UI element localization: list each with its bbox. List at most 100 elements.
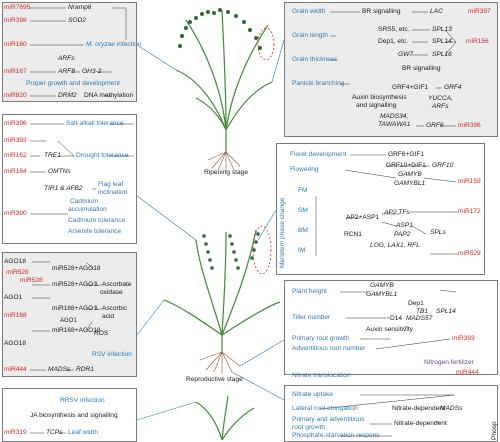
process-label: oxidase bbox=[100, 290, 123, 297]
mirna-label: miR159 bbox=[458, 179, 481, 186]
trait-label: inclination bbox=[98, 190, 127, 197]
gene-label: SPLs bbox=[430, 230, 446, 237]
process-label: DNA methylation bbox=[84, 93, 133, 100]
mirna-label: miR390 bbox=[4, 211, 27, 218]
process-label: and signalling bbox=[356, 103, 396, 110]
gene-label: MADSs bbox=[440, 406, 462, 413]
gene-label: SPL16 bbox=[432, 52, 452, 59]
process-label: acid bbox=[102, 314, 114, 321]
gene-label: AGO18 bbox=[4, 341, 26, 348]
mirna-label: miR172 bbox=[458, 209, 481, 216]
meristem-stage: BM bbox=[298, 228, 308, 235]
mirna-label: miR160 bbox=[4, 42, 27, 49]
trait-label: root growth bbox=[292, 425, 325, 432]
gene-label: GRF4 bbox=[444, 85, 462, 92]
gene-label: GH3-2 bbox=[82, 69, 101, 76]
gene-label: TAWAWA1 bbox=[378, 122, 410, 129]
mirna-label: miR393 bbox=[4, 138, 27, 145]
mirna-label: miR7695 bbox=[4, 5, 30, 12]
trait-label: Drought tolerance bbox=[76, 153, 128, 160]
gene-label: GAMYBL1 bbox=[366, 292, 397, 299]
mirna-label: miR528 bbox=[6, 270, 29, 277]
complex-label: AP2+ASP1 bbox=[346, 215, 379, 222]
trait-label: Grain length bbox=[292, 33, 328, 40]
trait-label: Cadmium bbox=[70, 199, 98, 206]
trait-label: Grain thickness bbox=[292, 57, 337, 64]
trait-label: Primary root growth bbox=[292, 336, 350, 343]
gene-label: Dep1 bbox=[408, 301, 424, 308]
gene-label: RCN1 bbox=[344, 232, 362, 239]
complex-label: miR168+AGO1 bbox=[52, 306, 97, 313]
trait-label: Floret development bbox=[290, 152, 346, 159]
mirna-label: miR167 bbox=[4, 69, 27, 76]
gene-label: SRS5, etc. bbox=[378, 27, 410, 34]
process-label: Nitrate-dependent bbox=[392, 406, 445, 413]
meristem-stage: IM bbox=[298, 248, 305, 255]
stage-label-ripening: Ripening stage bbox=[204, 170, 248, 177]
gene-label: GAMYB bbox=[398, 172, 422, 179]
gene-label: OMTNs bbox=[48, 169, 71, 176]
mirna-label: miR168 bbox=[4, 313, 27, 320]
trait-label: accumulation bbox=[68, 207, 107, 214]
gene-label: D14 bbox=[390, 316, 402, 323]
process-label: BR signalling bbox=[402, 66, 440, 73]
gene-label: SPL14 bbox=[436, 309, 456, 316]
gene-label: GRF10 bbox=[432, 163, 453, 170]
meristem-stage: FM bbox=[298, 188, 308, 195]
gene-label: ARFs bbox=[58, 56, 74, 63]
mirna-label: miR396 bbox=[458, 123, 481, 130]
trait-label: Primary and adventitious bbox=[292, 417, 365, 424]
trait-label: Nitrate translocation bbox=[292, 373, 351, 380]
trait-label: Proper growth and development bbox=[26, 81, 120, 88]
gene-label: AGO18 bbox=[4, 259, 26, 266]
trait-label: RRSV infection bbox=[60, 398, 105, 405]
trait-label: RSV infection bbox=[92, 352, 132, 359]
gene-label: MADSs bbox=[48, 367, 70, 374]
mirna-label: miR397 bbox=[468, 9, 491, 16]
mirna-label: miR820 bbox=[4, 93, 27, 100]
gene-label: LAC bbox=[430, 9, 443, 16]
gene-label: TCPs bbox=[46, 430, 62, 437]
gene-label: DRM2 bbox=[58, 93, 77, 100]
complex-label: GRF4+GIF1 bbox=[392, 85, 428, 92]
gene-label: ARFs bbox=[432, 104, 448, 111]
gene-label: AP2 TFs bbox=[384, 210, 410, 217]
gene-label: SOD2 bbox=[68, 18, 86, 25]
gene-label: ARF8 bbox=[58, 69, 75, 76]
gene-label: ASP1 bbox=[396, 223, 413, 230]
gene-label: PAP2 bbox=[394, 232, 410, 239]
process-label: L-Ascorbic bbox=[96, 306, 127, 313]
gene-label: YUCCA, bbox=[428, 96, 453, 103]
mirna-label: miR156 bbox=[466, 39, 489, 46]
trait-label: Salt-alkali tolerance bbox=[66, 121, 124, 128]
mirna-label: miR529 bbox=[458, 251, 481, 258]
gene-label: GW7 bbox=[398, 52, 413, 59]
complex-label: GRF6+GIF1 bbox=[388, 152, 424, 159]
process-label: JA biosynthesis and signalling bbox=[30, 413, 118, 420]
trait-label: Arsenite tolerance bbox=[68, 229, 121, 236]
trait-label: Nitrate uptake bbox=[292, 392, 333, 399]
gene-label: GRF6 bbox=[426, 123, 444, 130]
gene-label: SPL13 bbox=[432, 27, 452, 34]
gene-label: LOG, LAX1, RFL bbox=[370, 243, 420, 250]
trait-label: Panicle branching bbox=[292, 81, 344, 88]
complex-label: miR528+AGO18 bbox=[52, 266, 101, 273]
stage-label-reproductive: Reproductive stage bbox=[186, 377, 243, 384]
trait-label: Lateral root elongation bbox=[292, 406, 358, 413]
mirna-label: miR444 bbox=[456, 370, 479, 377]
gene-label: GAMYB bbox=[370, 283, 394, 290]
gene-label: TRE1 bbox=[44, 153, 61, 160]
trait-label: M. oryzae infection bbox=[86, 42, 141, 49]
gene-label: GAMYBL1 bbox=[394, 181, 425, 188]
meristem-axis-label: Meristem phase change bbox=[280, 198, 287, 268]
gene-label: TIR1 & AFB2 bbox=[44, 186, 83, 193]
gene-label: AGO1 bbox=[60, 318, 77, 324]
complex-label: GRF10+GIF1 bbox=[386, 163, 426, 170]
trait-label: Grain width bbox=[292, 9, 325, 16]
trait-label: Flowering bbox=[290, 167, 319, 174]
trait-label: Adventitious root number bbox=[292, 346, 365, 353]
gene-label: RDR1 bbox=[76, 367, 94, 374]
process-label: Auxin biosynthesis bbox=[352, 95, 407, 102]
gene-label: Nramp6 bbox=[68, 5, 91, 12]
gene-label: AGO1 bbox=[4, 295, 22, 302]
